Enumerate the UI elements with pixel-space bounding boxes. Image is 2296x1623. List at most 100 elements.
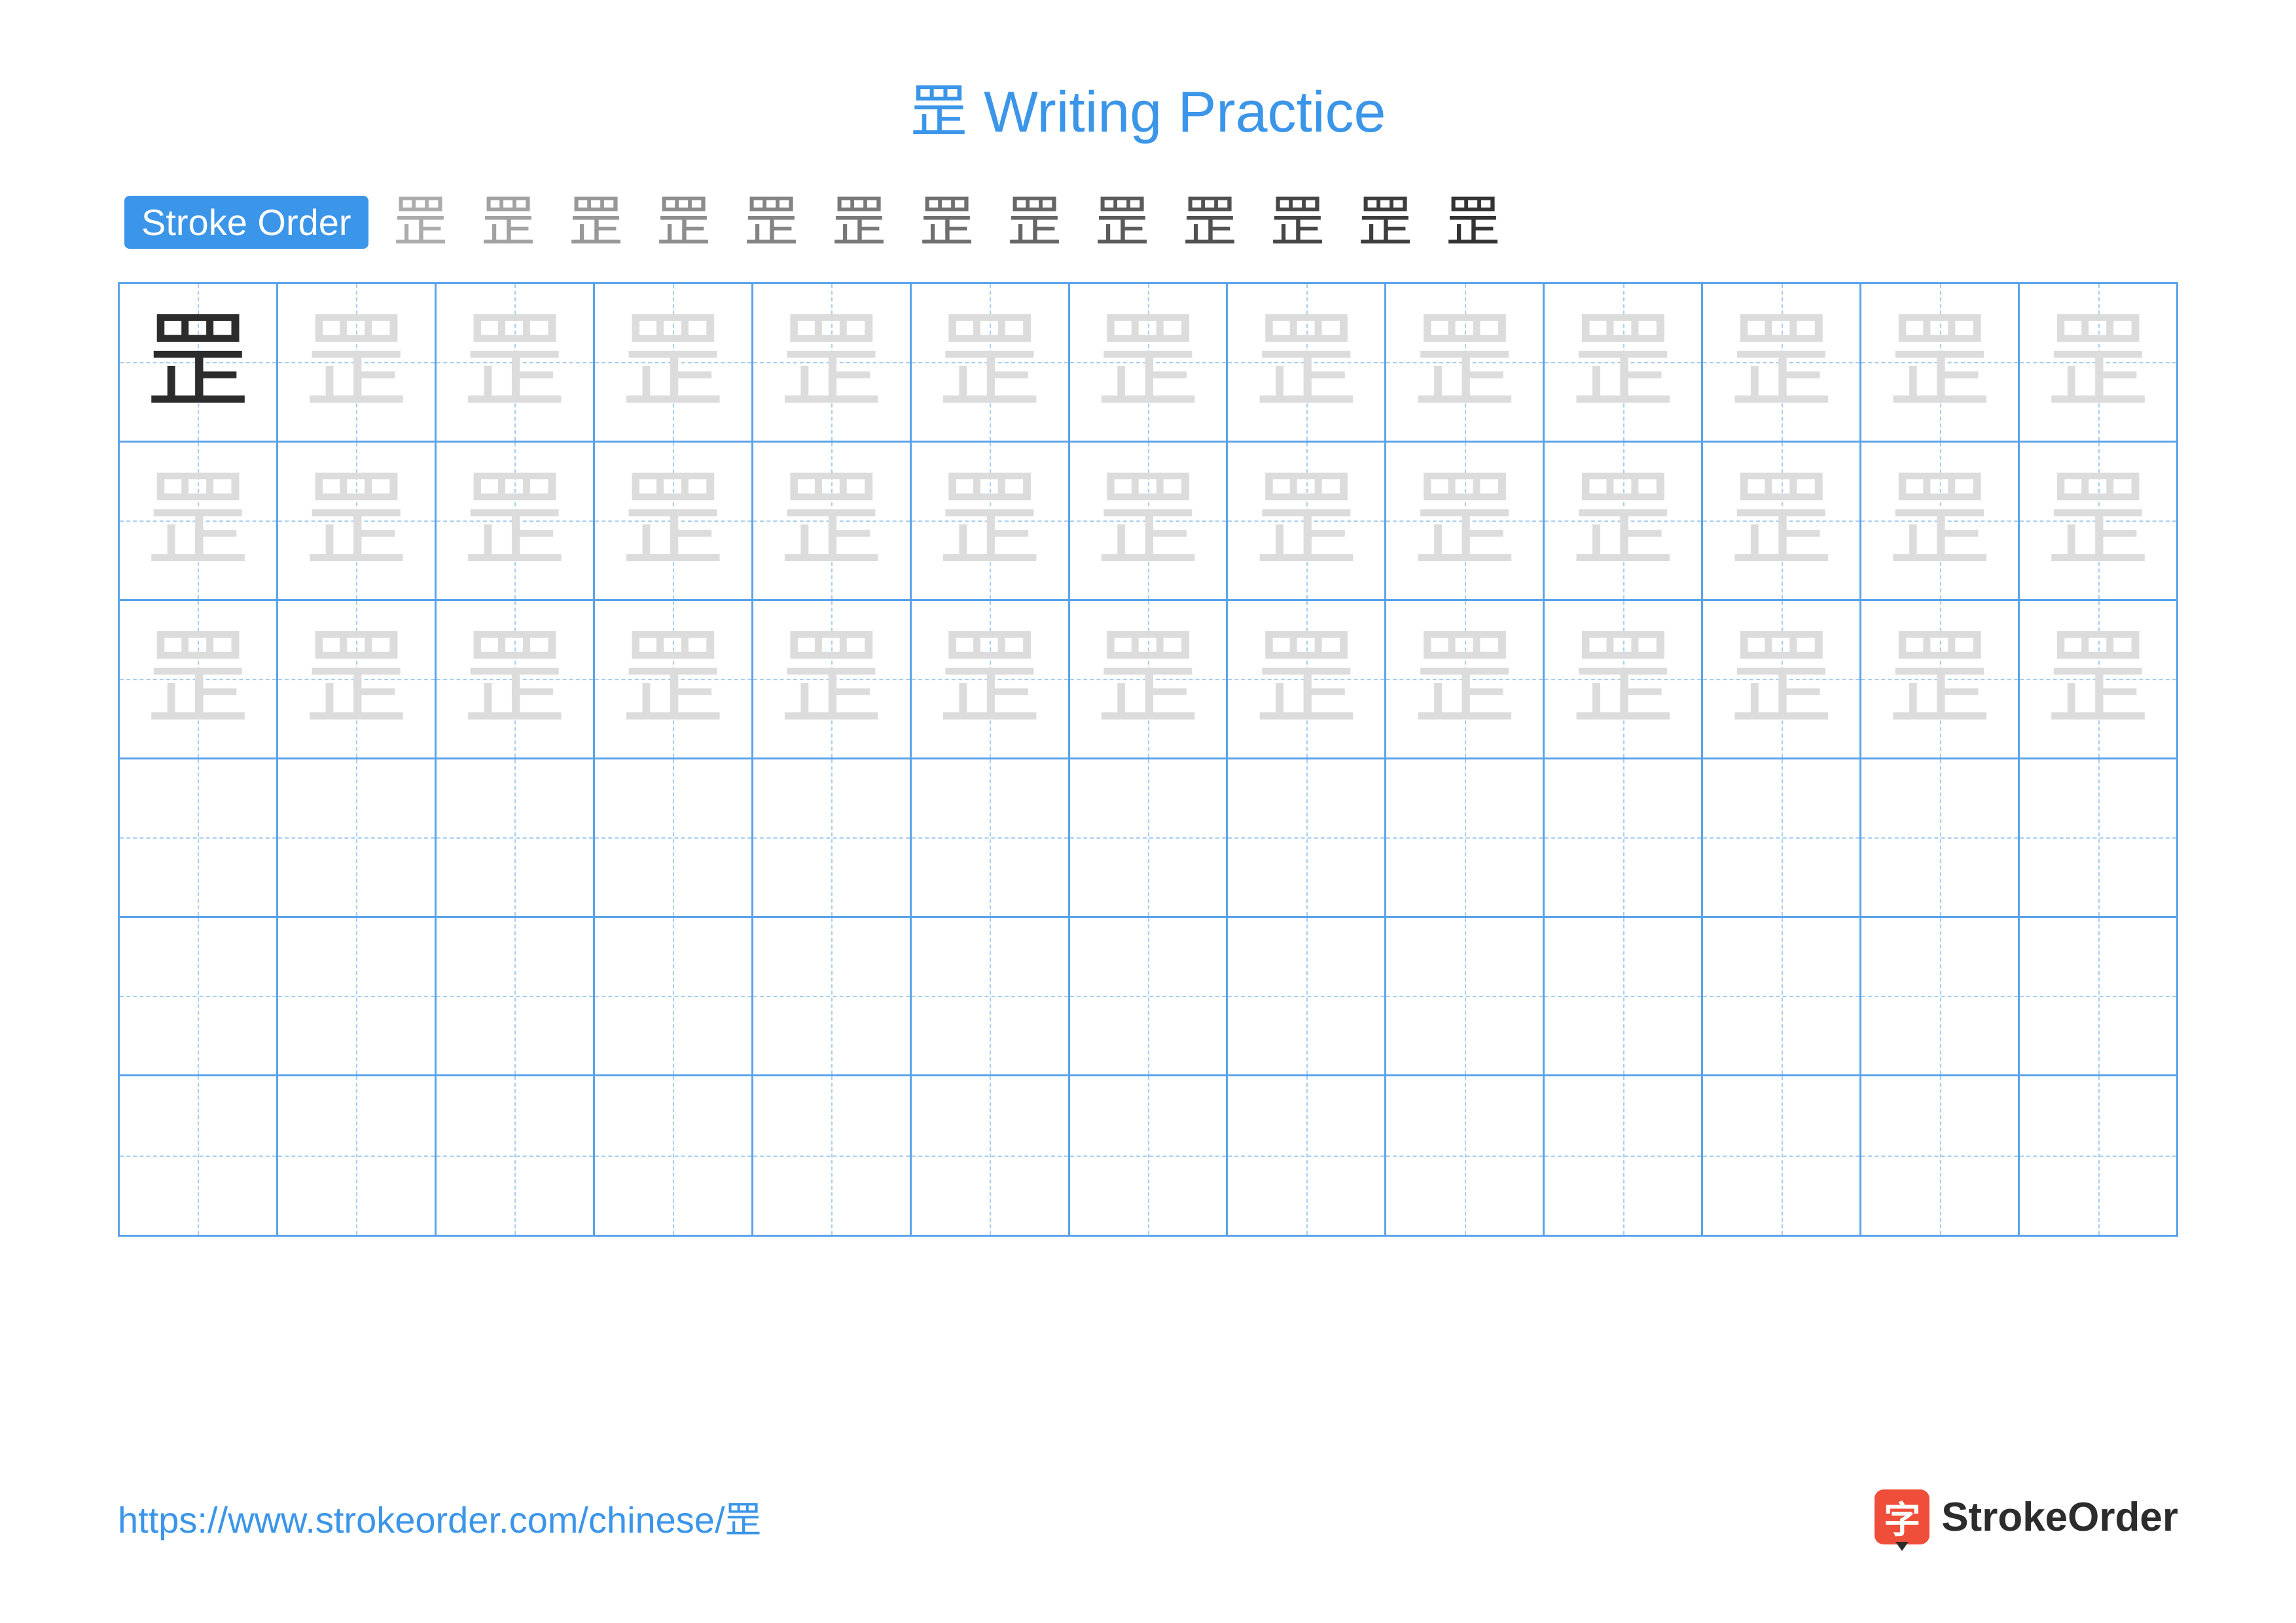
grid-cell xyxy=(595,918,753,1076)
grid-cell: 罡 xyxy=(1070,601,1229,759)
grid-cell: 罡 xyxy=(753,601,912,759)
grid-cell xyxy=(2020,759,2176,918)
grid-cell: 罡 xyxy=(1070,284,1229,443)
grid-cell xyxy=(1861,1076,2020,1235)
logo-icon: 字 xyxy=(1874,1489,1929,1544)
trace-character: 罡 xyxy=(1412,310,1517,414)
stroke-step: 罡 xyxy=(739,194,804,249)
stroke-step: 罡 xyxy=(1441,194,1506,249)
grid-cell xyxy=(120,918,278,1076)
grid-cell: 罡 xyxy=(1386,443,1545,601)
practice-grid: 罡罡罡罡罡罡罡罡罡罡罡罡罡罡罡罡罡罡罡罡罡罡罡罡罡罡罡罡罡罡罡罡罡罡罡罡罡罡罡 xyxy=(118,282,2178,1237)
trace-character: 罡 xyxy=(145,468,250,573)
trace-character: 罡 xyxy=(462,468,567,573)
grid-cell: 罡 xyxy=(1545,601,1703,759)
trace-character: 罡 xyxy=(1254,468,1359,573)
grid-cell: 罡 xyxy=(1545,443,1703,601)
grid-cell xyxy=(912,1076,1070,1235)
grid-cell: 罡 xyxy=(120,443,278,601)
trace-character: 罡 xyxy=(1412,627,1517,731)
stroke-step: 罡 xyxy=(1265,194,1331,249)
grid-cell: 罡 xyxy=(1861,443,2020,601)
grid-cell: 罡 xyxy=(437,443,595,601)
trace-character: 罡 xyxy=(1571,468,1676,573)
trace-character: 罡 xyxy=(1729,468,1834,573)
grid-cell xyxy=(437,918,595,1076)
stroke-step: 罡 xyxy=(476,194,541,249)
grid-cell xyxy=(1703,918,1861,1076)
trace-character: 罡 xyxy=(937,627,1042,731)
grid-cell: 罡 xyxy=(1703,601,1861,759)
grid-cell xyxy=(1228,1076,1386,1235)
grid-cell xyxy=(1386,1076,1545,1235)
page-title: 罡 Writing Practice xyxy=(118,65,2178,149)
trace-character: 罡 xyxy=(779,468,884,573)
trace-character: 罡 xyxy=(1412,468,1517,573)
trace-character: 罡 xyxy=(462,627,567,731)
grid-cell xyxy=(1545,918,1703,1076)
grid-cell: 罡 xyxy=(278,443,437,601)
grid-cell: 罡 xyxy=(1703,443,1861,601)
grid-cell xyxy=(753,918,912,1076)
grid-cell xyxy=(120,759,278,918)
grid-cell: 罡 xyxy=(437,284,595,443)
grid-cell: 罡 xyxy=(1861,284,2020,443)
stroke-step: 罡 xyxy=(388,194,454,249)
grid-cell xyxy=(1703,759,1861,918)
grid-cell xyxy=(278,1076,437,1235)
trace-character: 罡 xyxy=(1888,310,1992,414)
grid-cell: 罡 xyxy=(912,443,1070,601)
grid-cell xyxy=(1070,1076,1229,1235)
grid-cell: 罡 xyxy=(1070,443,1229,601)
trace-character: 罡 xyxy=(1888,468,1992,573)
footer: https://www.strokeorder.com/chinese/罡 字 … xyxy=(118,1489,2178,1544)
trace-character: 罡 xyxy=(1729,310,1834,414)
grid-cell xyxy=(1228,918,1386,1076)
trace-character: 罡 xyxy=(620,468,725,573)
trace-character: 罡 xyxy=(2046,310,2151,414)
trace-character: 罡 xyxy=(1254,627,1359,731)
grid-cell xyxy=(1861,918,2020,1076)
grid-row xyxy=(120,759,2176,918)
grid-cell xyxy=(437,1076,595,1235)
grid-cell: 罡 xyxy=(1386,284,1545,443)
grid-cell xyxy=(753,759,912,918)
grid-cell xyxy=(2020,918,2176,1076)
logo-text: StrokeOrder xyxy=(1941,1494,2178,1541)
grid-row: 罡罡罡罡罡罡罡罡罡罡罡罡罡 xyxy=(120,284,2176,443)
trace-character: 罡 xyxy=(1571,310,1676,414)
trace-character: 罡 xyxy=(462,310,567,414)
trace-character: 罡 xyxy=(779,310,884,414)
trace-character: 罡 xyxy=(779,627,884,731)
grid-cell: 罡 xyxy=(1386,601,1545,759)
grid-cell: 罡 xyxy=(437,601,595,759)
grid-cell: 罡 xyxy=(2020,284,2176,443)
grid-cell xyxy=(1070,759,1229,918)
trace-character: 罡 xyxy=(1571,627,1676,731)
stroke-order-row: Stroke Order 罡罡罡罡罡罡罡罡罡罡罡罡罡 xyxy=(118,194,2178,249)
grid-cell: 罡 xyxy=(2020,601,2176,759)
trace-character: 罡 xyxy=(1096,310,1200,414)
trace-character: 罡 xyxy=(304,627,408,731)
grid-cell xyxy=(1545,759,1703,918)
stroke-step: 罡 xyxy=(1353,194,1418,249)
grid-cell xyxy=(1386,759,1545,918)
stroke-step: 罡 xyxy=(1090,194,1155,249)
grid-row xyxy=(120,918,2176,1076)
trace-character: 罡 xyxy=(1729,627,1834,731)
grid-cell: 罡 xyxy=(595,601,753,759)
grid-cell: 罡 xyxy=(912,601,1070,759)
grid-cell: 罡 xyxy=(912,284,1070,443)
grid-cell xyxy=(278,759,437,918)
grid-cell xyxy=(1070,918,1229,1076)
grid-cell xyxy=(595,759,753,918)
grid-cell: 罡 xyxy=(595,443,753,601)
grid-cell: 罡 xyxy=(753,443,912,601)
trace-character: 罡 xyxy=(620,310,725,414)
grid-cell: 罡 xyxy=(1228,601,1386,759)
grid-cell xyxy=(1545,1076,1703,1235)
grid-cell xyxy=(1703,1076,1861,1235)
grid-cell xyxy=(1228,759,1386,918)
grid-row: 罡罡罡罡罡罡罡罡罡罡罡罡罡 xyxy=(120,443,2176,601)
trace-character: 罡 xyxy=(937,310,1042,414)
